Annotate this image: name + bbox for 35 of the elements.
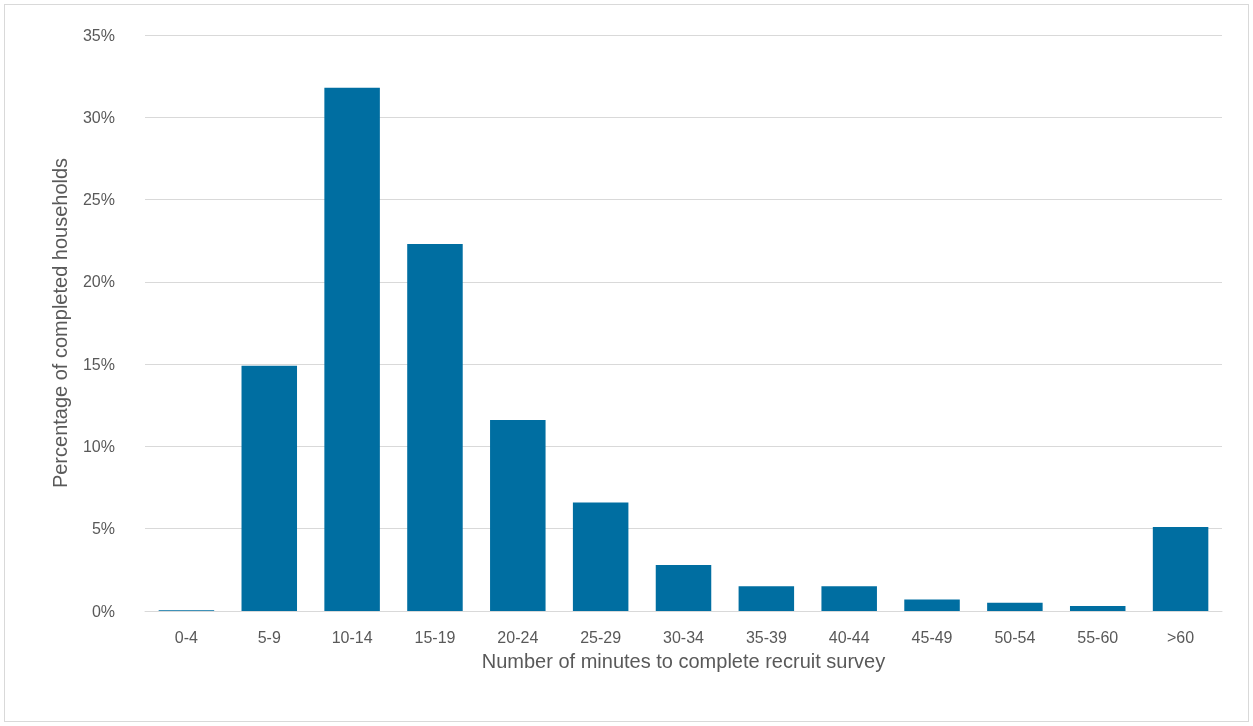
bar	[407, 244, 463, 611]
x-axis-title: Number of minutes to complete recruit survey	[481, 650, 886, 672]
bar	[1152, 527, 1209, 611]
x-tick-label: 50-54	[994, 628, 1036, 646]
x-tick-label: 15-19	[414, 628, 456, 646]
bar	[324, 87, 380, 611]
bar	[1069, 606, 1126, 611]
x-tick-label: 25-29	[580, 628, 622, 646]
x-tick-label: >60	[1167, 628, 1195, 646]
x-tick-label: 45-49	[911, 628, 953, 646]
bar	[904, 599, 960, 611]
y-tick-label: 30%	[82, 108, 115, 126]
y-tick-label: 20%	[82, 273, 115, 291]
x-tick-label: 55-60	[1077, 628, 1119, 646]
x-tick-label: 5-9	[257, 628, 281, 646]
y-tick-label: 0%	[91, 602, 115, 620]
bar	[572, 502, 629, 611]
y-tick-label: 25%	[82, 191, 115, 209]
bar	[490, 420, 546, 611]
bar	[987, 602, 1043, 611]
x-tick-label: 0-4	[174, 628, 199, 646]
y-tick-label: 5%	[91, 520, 115, 538]
bar	[241, 365, 298, 611]
y-tick-label: 35%	[82, 26, 115, 44]
x-tick-label: 40-44	[828, 628, 870, 646]
y-tick-label: 15%	[82, 355, 115, 373]
y-tick-label: 10%	[82, 437, 115, 455]
bar	[655, 564, 712, 611]
bar	[821, 586, 877, 611]
x-tick-label: 30-34	[663, 628, 705, 646]
y-axis-title: Percentage of completed households	[49, 157, 71, 489]
x-tick-label: 20-24	[497, 628, 539, 646]
x-tick-label: 10-14	[331, 628, 373, 646]
bar	[738, 586, 795, 611]
x-tick-label: 35-39	[745, 628, 787, 646]
